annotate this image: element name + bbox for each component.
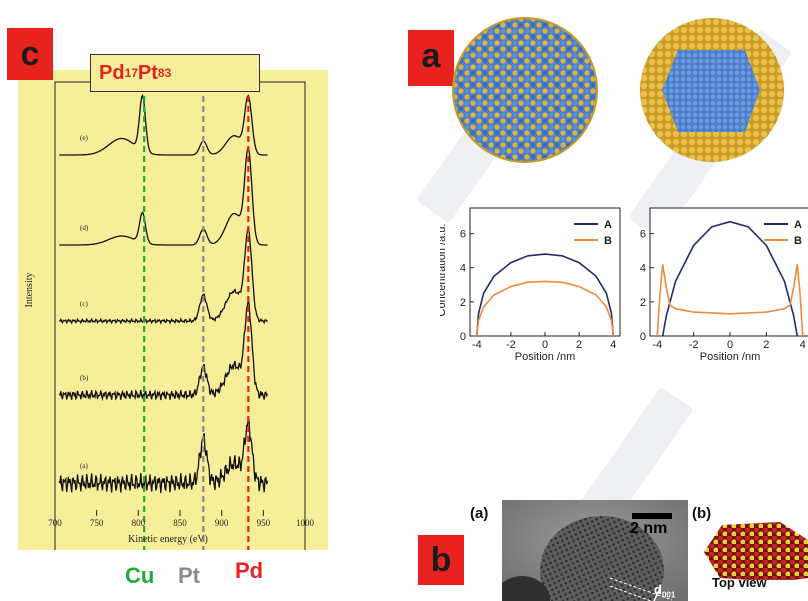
x-tick-label: 0 [542, 339, 548, 351]
tem-micrograph [502, 500, 688, 601]
trace-label: (e) [80, 134, 88, 142]
y-tick-label: 6 [460, 229, 466, 241]
top-view-caption: Top view [712, 575, 767, 590]
series-line-A [661, 220, 799, 337]
y-tick-label: 0 [460, 331, 466, 343]
legend-label-A: A [604, 219, 612, 231]
x-tick-label: -4 [472, 339, 482, 351]
x-axis-ticks: 700 750 800 850 900 950 1000 [48, 510, 315, 528]
alloy-title-box: Pd 17 Pt 83 [90, 54, 260, 92]
x-axis-label: Position /nm [515, 351, 576, 363]
plot-frame [649, 207, 808, 337]
x-tick-label: 4 [800, 339, 806, 351]
x-tick-label: 950 [257, 518, 271, 528]
nanoparticle-core [662, 50, 760, 132]
concentration-charts: Concentration /a.u. -4 -2 0 2 40246ABPositio… [440, 207, 808, 363]
xps-spectra-plot: (e) (d) (c) (b) (a) 700 750 800 850 900 950 1000 I… [24, 81, 315, 550]
scale-bar [632, 513, 672, 519]
legend-label-B: B [604, 235, 612, 247]
x-tick-label: -2 [506, 339, 516, 351]
x-tick-label: 750 [90, 518, 104, 528]
spectrum-trace [58, 417, 269, 494]
trace-label: (a) [80, 462, 88, 470]
panel-tag-b: b [418, 535, 464, 585]
d-spacing-index: 001 [661, 590, 676, 600]
spectrum-trace [58, 300, 269, 402]
y-axis-label: Intensity [24, 273, 35, 308]
spectrum-trace [59, 146, 268, 246]
panel-tag-a: a [408, 30, 454, 86]
x-axis-label: Position /nm [700, 351, 761, 363]
concentration-chart-mixed: -4 -2 0 2 4 0 2 4 6 AB Position /nm [460, 207, 621, 363]
series-line-A [476, 253, 614, 337]
y-tick-label: 2 [460, 297, 466, 309]
atomic-model [704, 522, 808, 580]
x-axis-label: Kinetic energy (eV) [128, 534, 208, 545]
second-particle [502, 576, 550, 601]
x-tick-label: 800 [132, 518, 146, 528]
y-tick-label: 4 [460, 263, 466, 275]
alloy-title-pd: Pd [99, 61, 125, 84]
trace-label: (d) [80, 224, 89, 232]
sublabel-a: (a) [470, 505, 489, 522]
y-axis-title: Concentration /a.u. [440, 224, 448, 317]
series-line-B [656, 264, 804, 337]
x-tick-label: -2 [689, 339, 699, 351]
y-tick-label: 4 [640, 263, 646, 275]
element-guide-lines [143, 86, 250, 550]
x-tick-label: 2 [763, 339, 769, 351]
panel-c: (e) (d) (c) (b) (a) 700 750 800 850 900 950 1000 I… [18, 54, 328, 550]
tem-image: 2 nm d001 [502, 500, 688, 601]
legend-label-B: B [794, 235, 802, 247]
x-tick-label: 1000 [296, 518, 315, 528]
plot-frame [469, 207, 621, 337]
xps-figure-background [18, 70, 328, 550]
x-tick-label: 850 [173, 518, 187, 528]
y-tick-label: 6 [640, 229, 646, 241]
legend-label-A: A [794, 219, 802, 231]
alloy-title-pt-sub: 83 [157, 66, 172, 80]
panel-tag-c: c [7, 28, 53, 80]
d-spacing-letter: d [654, 582, 662, 597]
d-spacing-label: d001 [654, 582, 675, 600]
x-tick-label: 2 [576, 339, 582, 351]
y-tick-label: 0 [640, 331, 646, 343]
panel-a-graphics [452, 17, 784, 163]
alloy-title-pt: Pt [137, 61, 158, 84]
concentration-chart-core-shell: -4 -2 0 2 4 0 2 4 6 AB Position /nm [640, 207, 808, 363]
x-tick-label: 0 [727, 339, 733, 351]
trace-label: (c) [80, 300, 88, 308]
alloy-title-pd-sub: 17 [124, 66, 138, 80]
x-tick-label: 900 [215, 518, 229, 528]
y-tick-label: 2 [640, 297, 646, 309]
spectrum-trace [58, 225, 268, 325]
x-tick-label: 700 [48, 518, 62, 528]
nanoparticle-lattice [540, 516, 664, 601]
x-tick-label: 4 [610, 339, 616, 351]
x-tick-label: -4 [652, 339, 662, 351]
element-label-cu: Cu [125, 563, 155, 588]
mixed-nanoparticle [452, 17, 598, 163]
element-label-pt: Pt [178, 563, 200, 588]
spectrum-trace [59, 93, 268, 156]
sublabel-b: (b) [692, 505, 712, 522]
element-label-pd: Pd [235, 558, 264, 583]
trace-label: (b) [80, 374, 89, 382]
series-line-B [476, 280, 614, 337]
scale-bar-label: 2 nm [630, 520, 668, 537]
spectrum-traces: (e) (d) (c) (b) (a) [58, 93, 269, 494]
atomic-model-top-view [704, 522, 808, 580]
